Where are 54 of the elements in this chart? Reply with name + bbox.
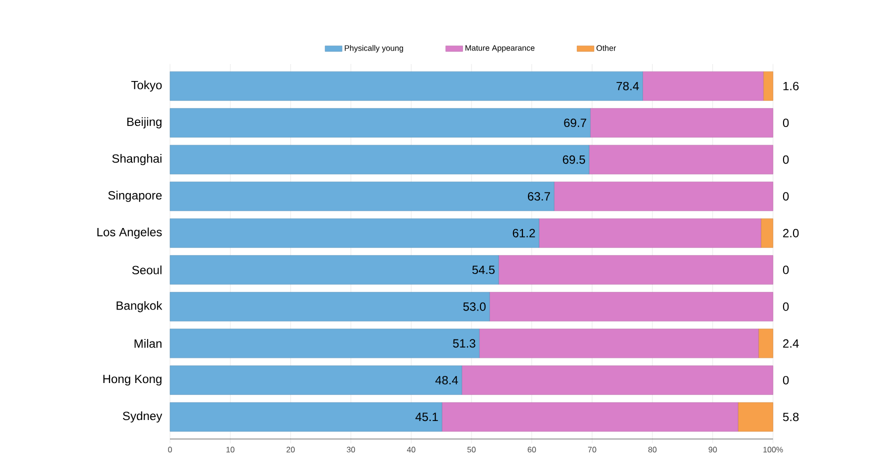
bar	[170, 292, 490, 322]
y-tick-label: Beijing	[127, 117, 162, 128]
data-label: 1.6	[783, 82, 799, 90]
data-label: 0	[783, 302, 789, 311]
data-label: 0	[783, 376, 789, 384]
data-label: 0	[783, 155, 789, 164]
y-tick-label: Singapore	[108, 190, 162, 202]
bar	[498, 255, 774, 285]
bar	[170, 255, 499, 285]
bar	[170, 328, 480, 358]
bar	[170, 182, 554, 212]
bar	[554, 182, 774, 212]
bar	[170, 71, 643, 101]
y-tick-label: Seoul	[132, 266, 162, 274]
bar	[170, 366, 462, 395]
data-label: 2.4	[783, 339, 799, 348]
data-label: 0	[783, 118, 789, 128]
bar	[479, 328, 759, 358]
bar	[170, 218, 540, 248]
data-label: 69.5	[562, 155, 586, 164]
data-label: 53.0	[463, 302, 486, 311]
y-tick-label: Shanghai	[112, 154, 162, 166]
data-label: 78.4	[616, 82, 639, 90]
data-label: 0	[783, 266, 789, 274]
bar	[760, 218, 774, 248]
y-tick-label: Tokyo	[131, 80, 162, 92]
y-tick-label: Los Angeles	[97, 228, 162, 239]
data-label: 63.7	[528, 192, 550, 201]
data-label: 2.0	[783, 228, 799, 238]
data-label: 61.2	[512, 228, 535, 238]
data-label: 0	[783, 192, 789, 201]
bar	[590, 108, 774, 138]
data-label: 54.5	[472, 266, 495, 274]
bar	[588, 144, 774, 174]
y-tick-label: Bangkok	[116, 301, 162, 312]
bar	[462, 366, 774, 395]
bar	[170, 144, 590, 174]
data-label: 51.3	[453, 339, 476, 348]
y-tick-label: Hong Kong	[103, 374, 162, 386]
data-label: 48.4	[435, 376, 458, 384]
bar	[442, 402, 738, 432]
data-label: 69.7	[564, 118, 586, 128]
bar	[489, 292, 774, 322]
bar	[763, 71, 774, 101]
y-tick-label: Milan	[134, 339, 162, 348]
y-tick-label: Sydney	[122, 411, 162, 423]
bar	[738, 402, 774, 432]
bar	[170, 108, 590, 138]
bar	[642, 71, 764, 101]
data-label: 45.1	[415, 412, 438, 422]
bar	[538, 218, 762, 248]
bar	[758, 328, 774, 358]
data-label: 5.8	[783, 412, 799, 422]
bar	[170, 402, 442, 432]
